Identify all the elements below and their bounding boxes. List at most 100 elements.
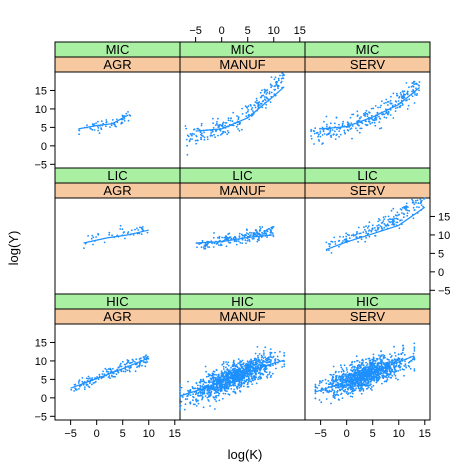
- data-point: [189, 138, 192, 140]
- data-point: [366, 115, 369, 117]
- data-point: [240, 365, 243, 368]
- x-tick-label: −5: [314, 428, 327, 440]
- data-point: [403, 90, 406, 93]
- data-point: [248, 238, 251, 241]
- data-point: [353, 385, 355, 388]
- data-point: [393, 224, 395, 226]
- data-point: [107, 376, 110, 378]
- data-point: [393, 373, 396, 376]
- data-point: [350, 234, 353, 237]
- data-point: [359, 380, 362, 383]
- data-point: [365, 230, 367, 233]
- data-point: [384, 371, 386, 374]
- data-point: [214, 408, 216, 410]
- y-tick-label: 5: [41, 374, 47, 386]
- data-point: [279, 74, 281, 77]
- data-point: [400, 219, 403, 222]
- data-point: [365, 376, 368, 379]
- data-point: [120, 370, 123, 373]
- data-point: [339, 133, 342, 136]
- data-point: [246, 239, 249, 242]
- data-point: [371, 361, 374, 364]
- data-point: [105, 119, 108, 121]
- data-point: [238, 232, 241, 235]
- data-point: [120, 122, 123, 125]
- data-point: [200, 246, 203, 249]
- data-point: [102, 122, 105, 125]
- data-point: [401, 206, 404, 209]
- data-point: [100, 127, 102, 130]
- data-point: [385, 98, 388, 101]
- data-point: [197, 402, 200, 405]
- data-point: [253, 364, 255, 367]
- data-point: [352, 388, 355, 390]
- data-point: [397, 214, 400, 216]
- data-point: [212, 130, 214, 133]
- data-point: [241, 238, 244, 241]
- data-point: [207, 373, 210, 376]
- data-point: [215, 378, 217, 380]
- data-point: [352, 373, 355, 375]
- data-point: [379, 127, 381, 130]
- data-point: [412, 200, 414, 202]
- y-axis-title: log(Y): [6, 231, 21, 266]
- data-point: [234, 365, 237, 368]
- data-point: [196, 387, 199, 389]
- data-point: [392, 207, 395, 210]
- scatter-points: [78, 111, 132, 136]
- data-point: [277, 79, 280, 82]
- data-point: [189, 402, 191, 404]
- data-point: [412, 89, 414, 91]
- data-point: [205, 384, 208, 387]
- data-point: [83, 386, 86, 388]
- data-point: [359, 390, 362, 392]
- data-point: [224, 131, 227, 134]
- data-point: [283, 354, 286, 357]
- data-point: [389, 108, 392, 111]
- data-point: [364, 111, 367, 114]
- data-point: [226, 237, 229, 239]
- data-point: [380, 127, 383, 129]
- data-point: [397, 358, 400, 361]
- data-point: [245, 106, 248, 108]
- data-point: [380, 358, 382, 361]
- data-point: [347, 376, 350, 379]
- data-point: [384, 364, 386, 367]
- data-point: [211, 242, 214, 245]
- scatter-points: [325, 197, 426, 254]
- data-point: [256, 360, 259, 362]
- data-point: [266, 374, 269, 376]
- data-point: [204, 247, 207, 250]
- data-point: [201, 395, 203, 397]
- data-point: [272, 364, 274, 367]
- data-point: [247, 363, 250, 366]
- data-point: [397, 353, 400, 356]
- data-point: [195, 142, 198, 145]
- data-point: [363, 226, 365, 229]
- data-point: [207, 396, 210, 398]
- data-point: [391, 220, 393, 223]
- data-point: [100, 120, 103, 123]
- data-point: [223, 372, 226, 374]
- data-point: [397, 370, 400, 372]
- data-point: [204, 245, 207, 248]
- data-point: [199, 381, 202, 384]
- data-point: [231, 120, 234, 123]
- data-point: [341, 122, 344, 125]
- data-point: [230, 366, 232, 369]
- data-point: [332, 382, 335, 385]
- data-point: [371, 121, 374, 124]
- data-point: [416, 206, 418, 208]
- data-point: [221, 236, 224, 239]
- data-point: [385, 101, 387, 104]
- data-point: [364, 228, 366, 231]
- data-point: [124, 363, 127, 366]
- data-point: [334, 138, 337, 141]
- data-point: [196, 139, 199, 142]
- data-point: [403, 368, 405, 371]
- data-point: [321, 143, 323, 145]
- data-point: [390, 355, 393, 357]
- data-point: [411, 358, 414, 360]
- data-point: [109, 126, 111, 128]
